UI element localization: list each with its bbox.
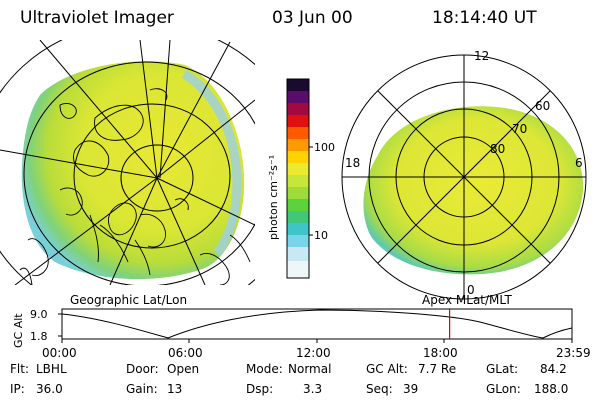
- colorbar-unit-label: photon cm⁻²s⁻¹: [267, 155, 280, 240]
- aurora-image-magnetic: [363, 106, 584, 275]
- door-value: Open: [167, 362, 200, 376]
- altitude-tick-min: 1.8: [30, 330, 48, 343]
- instrument-title: Ultraviolet Imager: [20, 8, 174, 28]
- dsp-label: Dsp:: [246, 382, 274, 396]
- flt-label: Flt:: [10, 362, 29, 376]
- gain-label: Gain:: [126, 382, 158, 396]
- time-tick-0600: 06:00: [168, 346, 203, 360]
- altitude-axis-label: GC Alt: [12, 313, 25, 348]
- mlat-label-70: 70: [512, 122, 527, 136]
- color-scale-bar: 100 10 photon cm⁻²s⁻¹: [267, 78, 335, 279]
- header-time: 18:14:40 UT: [432, 8, 537, 28]
- mlt-label-6: 6: [575, 156, 583, 170]
- header-date: 03 Jun 00: [272, 8, 353, 28]
- geographic-map: [0, 40, 255, 285]
- magnetic-polar-plot: 12 18 6 0 60 70 80: [341, 49, 587, 300]
- mode-label: Mode:: [246, 362, 283, 376]
- glon-value: 188.0: [534, 382, 569, 396]
- flt-value: LBHL: [36, 362, 67, 376]
- seq-value: 39: [403, 382, 419, 396]
- time-tick-1800: 18:00: [423, 346, 458, 360]
- mlt-label-12: 12: [474, 49, 489, 63]
- door-label: Door:: [126, 362, 159, 376]
- colorbar-tick-10: 10: [314, 229, 328, 242]
- altitude-tick-max: 9.0: [30, 308, 48, 321]
- gcalt-label: GC Alt:: [366, 362, 408, 376]
- aurora-image-geographic: [21, 61, 245, 280]
- ip-value: 36.0: [36, 382, 63, 396]
- left-panel-caption: Geographic Lat/Lon: [70, 293, 187, 307]
- time-tick-2359: 23:59: [556, 346, 591, 360]
- mode-value: Normal: [288, 362, 332, 376]
- seq-label: Seq:: [366, 382, 393, 396]
- ip-label: IP:: [10, 382, 25, 396]
- time-tick-0000: 00:00: [42, 346, 77, 360]
- glat-label: GLat:: [486, 362, 519, 376]
- time-tick-1200: 12:00: [296, 346, 331, 360]
- altitude-curve: [61, 309, 573, 339]
- mlt-label-0: 0: [467, 283, 475, 297]
- gain-value: 13: [167, 382, 183, 396]
- colorbar-tick-100: 100: [314, 141, 335, 154]
- glon-label: GLon:: [486, 382, 521, 396]
- mlt-label-18: 18: [345, 156, 360, 170]
- glat-value: 84.2: [540, 362, 567, 376]
- altitude-strip: GC Alt 9.0 1.8 00:00 06:00 12:00 18:00 2…: [12, 308, 591, 360]
- mlat-label-60: 60: [535, 99, 550, 113]
- dsp-value: 3.3: [303, 382, 323, 396]
- right-panel-caption: Apex MLat/MLT: [422, 293, 512, 307]
- mlat-label-80: 80: [490, 142, 505, 156]
- gcalt-value: 7.7 Re: [418, 362, 457, 376]
